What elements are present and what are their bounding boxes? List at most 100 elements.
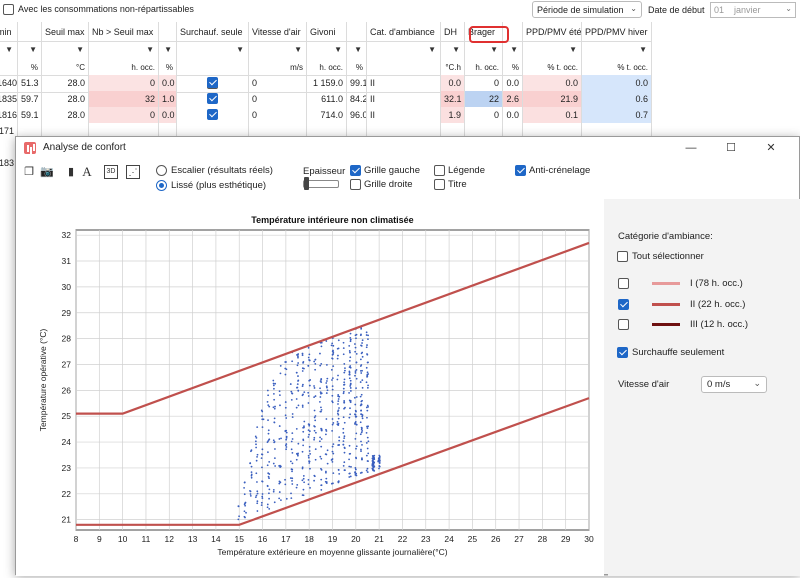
filter-icon[interactable]: ▼ bbox=[29, 45, 37, 54]
column-filter[interactable]: ▼ bbox=[367, 42, 440, 60]
grid-cell[interactable]: 28.0 bbox=[67, 78, 85, 88]
column-header[interactable]: Vitesse d'air bbox=[249, 22, 306, 42]
column-header[interactable]: Givoni bbox=[307, 22, 346, 42]
column-filter[interactable]: ▼ bbox=[347, 42, 366, 60]
grid-cell[interactable]: 28.0 bbox=[67, 94, 85, 104]
grid-cell[interactable]: 0 bbox=[252, 110, 258, 120]
select-all-checkbox[interactable] bbox=[617, 251, 628, 262]
grid-cell[interactable]: 0 bbox=[252, 94, 258, 104]
column-filter[interactable]: ▼ bbox=[307, 42, 346, 60]
grid-cell[interactable] bbox=[177, 75, 248, 91]
thickness-slider-thumb[interactable] bbox=[304, 177, 309, 190]
antialias-checkbox[interactable] bbox=[515, 165, 526, 176]
filter-icon[interactable]: ▼ bbox=[490, 45, 498, 54]
overheat-checkbox[interactable] bbox=[207, 77, 218, 88]
smooth-radio[interactable] bbox=[156, 180, 167, 191]
close-button[interactable]: ✕ bbox=[766, 142, 776, 154]
grid-cell[interactable]: 1.9 bbox=[441, 107, 464, 123]
minimize-button[interactable]: — bbox=[685, 142, 697, 154]
grid-cell[interactable]: 84.2 bbox=[350, 94, 366, 104]
filter-icon[interactable]: ▼ bbox=[334, 45, 342, 54]
column-filter[interactable]: ▼ bbox=[249, 42, 306, 60]
grid-cell[interactable]: 0.1 bbox=[523, 107, 581, 123]
graph-icon[interactable]: ⋰ bbox=[126, 165, 140, 179]
stair-radio[interactable] bbox=[156, 165, 167, 176]
filter-row-cell[interactable] bbox=[0, 76, 17, 93]
period-select[interactable]: Période de simulation ⌄ bbox=[532, 1, 642, 18]
column-header[interactable]: PPD/PMV hiver bbox=[582, 22, 651, 42]
grid-cell[interactable]: 28.0 bbox=[67, 110, 85, 120]
grid-cell[interactable]: 1835 bbox=[0, 94, 17, 104]
grid-cell[interactable]: II bbox=[370, 78, 376, 88]
title-checkbox[interactable] bbox=[434, 179, 445, 190]
column-header[interactable] bbox=[503, 22, 522, 42]
grid-cell[interactable]: 0 bbox=[493, 110, 499, 120]
filter-icon[interactable]: ▼ bbox=[452, 45, 460, 54]
column-filter[interactable]: ▼ bbox=[177, 42, 248, 60]
grid-cell[interactable]: 0.0 bbox=[582, 75, 651, 91]
column-header[interactable]: Nb > Seuil max bbox=[89, 22, 158, 42]
column-header[interactable]: Cat. d'ambiance bbox=[367, 22, 440, 42]
grid-cell[interactable]: 51.3 bbox=[21, 78, 39, 88]
grid-cell[interactable]: 1.0 bbox=[159, 91, 176, 107]
grid-cell[interactable]: 96.0 bbox=[350, 110, 366, 120]
column-header[interactable]: PPD/PMV été bbox=[523, 22, 581, 42]
copy-icon[interactable]: ❐ bbox=[24, 166, 34, 178]
grid-cell[interactable]: 183 bbox=[0, 158, 14, 168]
filter-icon[interactable]: ▼ bbox=[236, 45, 244, 54]
camera-icon[interactable]: 📷 bbox=[40, 166, 54, 178]
grid-cell[interactable]: 1816 bbox=[0, 110, 17, 120]
column-filter[interactable]: ▼ bbox=[89, 42, 158, 60]
column-filter[interactable]: ▼ bbox=[441, 42, 464, 60]
column-header[interactable] bbox=[18, 22, 41, 42]
grid-cell[interactable]: 0.0 bbox=[523, 75, 581, 91]
filter-icon[interactable]: ▼ bbox=[428, 45, 436, 54]
nonrep-checkbox[interactable] bbox=[3, 4, 14, 15]
column-filter[interactable]: ▼ bbox=[503, 42, 522, 60]
column-header[interactable]: DH bbox=[441, 22, 464, 42]
grid-cell[interactable]: 99.1 bbox=[350, 78, 366, 88]
filter-row-cell[interactable] bbox=[42, 76, 88, 93]
grid-cell[interactable]: 2.6 bbox=[503, 91, 522, 107]
grid-cell[interactable]: 0.0 bbox=[159, 107, 176, 123]
grid-cell[interactable]: 611.0 bbox=[321, 94, 343, 104]
filter-icon[interactable]: ▼ bbox=[164, 45, 172, 54]
filter-icon[interactable]: ▼ bbox=[294, 45, 302, 54]
bar-chart-icon[interactable]: ▮ bbox=[67, 166, 75, 178]
grid-cell[interactable]: 714.0 bbox=[320, 110, 343, 120]
column-filter[interactable]: ▼ bbox=[582, 42, 651, 60]
filter-row-cell[interactable] bbox=[367, 76, 440, 93]
grid-cell[interactable]: 59.7 bbox=[21, 94, 39, 104]
column-filter[interactable]: ▼ bbox=[18, 42, 41, 60]
grid-cell[interactable]: 59.1 bbox=[21, 110, 39, 120]
column-filter[interactable]: ▼ bbox=[0, 42, 17, 60]
font-icon[interactable]: A bbox=[82, 164, 92, 179]
filter-row-cell[interactable] bbox=[347, 76, 366, 93]
filter-icon[interactable]: ▼ bbox=[639, 45, 647, 54]
maximize-button[interactable]: ☐ bbox=[726, 142, 736, 154]
grid-cell[interactable]: 0 bbox=[89, 107, 158, 123]
grid-right-checkbox[interactable] bbox=[350, 179, 361, 190]
column-header[interactable]: Surchauf. seule bbox=[177, 22, 248, 42]
column-filter[interactable]: ▼ bbox=[159, 42, 176, 60]
grid-cell[interactable]: 0.6 bbox=[582, 91, 651, 107]
column-filter[interactable]: ▼ bbox=[465, 42, 502, 60]
grid-cell[interactable]: 0.0 bbox=[506, 78, 519, 88]
overheat-only-checkbox[interactable] bbox=[617, 347, 628, 358]
filter-row-cell[interactable] bbox=[249, 76, 306, 93]
grid-cell[interactable]: II bbox=[370, 110, 376, 120]
grid-cell[interactable]: 0 bbox=[252, 78, 258, 88]
column-filter[interactable]: ▼ bbox=[42, 42, 88, 60]
grid-cell[interactable]: 22 bbox=[465, 91, 502, 107]
filter-icon[interactable]: ▼ bbox=[510, 45, 518, 54]
legend-checkbox[interactable] bbox=[434, 165, 445, 176]
column-header[interactable]: Seuil max bbox=[42, 22, 88, 42]
category-i-checkbox[interactable] bbox=[618, 278, 629, 289]
column-header[interactable]: min bbox=[0, 22, 17, 42]
grid-cell[interactable]: 0.0 bbox=[506, 110, 519, 120]
grid-cell[interactable]: 1640 bbox=[0, 78, 17, 88]
air-speed-select[interactable]: 0 m/s ⌄ bbox=[701, 376, 767, 393]
grid-cell[interactable]: 0 bbox=[89, 75, 158, 91]
grid-cell[interactable] bbox=[177, 107, 248, 123]
category-ii-checkbox[interactable] bbox=[618, 299, 629, 310]
